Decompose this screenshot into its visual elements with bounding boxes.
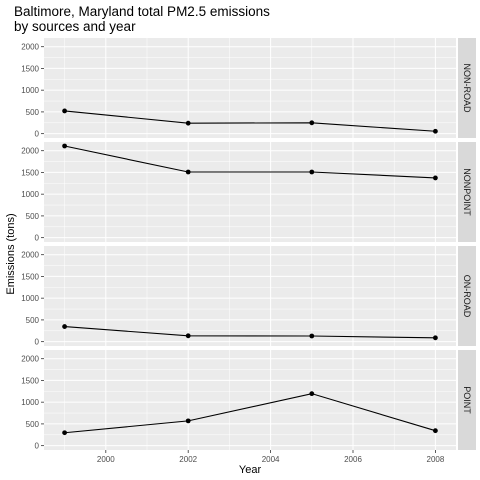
x-axis-label: Year <box>239 464 262 476</box>
y-tick-label: 0 <box>35 234 40 243</box>
data-point-point-2005 <box>309 391 315 397</box>
y-tick-label: 500 <box>26 212 40 221</box>
x-tick-label: 2006 <box>344 455 362 464</box>
y-tick-label: 1000 <box>21 86 39 95</box>
facet-panel-on-road: 0 500 1000 1500 2000 ON-ROAD <box>21 246 476 347</box>
y-tick-label: 0 <box>35 338 40 347</box>
facet-panel-point: 0 500 1000 1500 2000 POINT <box>21 350 476 451</box>
data-point-on-road-1999 <box>62 324 67 329</box>
y-tick-label: 1500 <box>21 272 39 281</box>
facet-strip-label: POINT <box>462 386 472 414</box>
data-point-on-road-2005 <box>309 333 315 339</box>
panel-background <box>44 350 456 450</box>
x-tick-label: 2008 <box>427 455 445 464</box>
data-point-nonpoint-2008 <box>433 175 438 181</box>
y-tick-label: 2000 <box>21 43 39 52</box>
data-point-point-2008 <box>433 428 438 434</box>
data-point-non-road-2005 <box>309 120 315 126</box>
series-line-point <box>64 393 436 434</box>
data-point-point-2002 <box>185 418 191 424</box>
facet-strip-label: NON-ROAD <box>462 64 472 113</box>
facet-strip <box>458 350 476 450</box>
data-point-nonpoint-1999 <box>62 143 67 149</box>
y-axis-label: Emissions (tons) <box>5 213 17 294</box>
facet-panels: 0 500 1000 1500 2000 NON-ROAD 0 500 1000 1500 2000… <box>21 38 476 451</box>
chart-title: Baltimore, Maryland total PM2.5 emission… <box>14 4 270 34</box>
facet-strip-label: NONPOINT <box>462 168 472 216</box>
series-line-on-road <box>64 326 436 339</box>
facet-strip <box>458 142 476 242</box>
y-tick-label: 0 <box>35 442 40 451</box>
y-tick-label: 1000 <box>21 190 39 199</box>
x-axis-ticks: 2000 2002 2004 2006 2008 <box>97 450 445 464</box>
series-line-nonpoint <box>64 145 436 179</box>
data-point-nonpoint-2002 <box>185 169 191 175</box>
y-tick-label: 500 <box>26 108 40 117</box>
y-tick-label: 2000 <box>21 147 39 156</box>
y-tick-label: 1000 <box>21 398 39 407</box>
facet-strip <box>458 38 476 138</box>
y-tick-label: 0 <box>35 130 40 139</box>
y-tick-label: 1500 <box>21 376 39 385</box>
y-tick-label: 2000 <box>21 251 39 260</box>
y-tick-label: 500 <box>26 316 40 325</box>
data-point-nonpoint-2005 <box>309 169 315 175</box>
facet-panel-non-road: 0 500 1000 1500 2000 NON-ROAD <box>21 38 476 139</box>
data-point-on-road-2002 <box>185 333 191 339</box>
y-tick-label: 1500 <box>21 168 39 177</box>
x-tick-label: 2002 <box>179 455 197 464</box>
y-tick-label: 1000 <box>21 294 39 303</box>
x-tick-label: 2000 <box>97 455 115 464</box>
data-point-non-road-1999 <box>62 108 67 114</box>
panel-background <box>44 142 456 242</box>
x-tick-label: 2004 <box>262 455 280 464</box>
facet-strip <box>458 246 476 346</box>
facet-panel-nonpoint: 0 500 1000 1500 2000 NONPOINT <box>21 142 476 243</box>
y-tick-label: 500 <box>26 420 40 429</box>
panel-background <box>44 246 456 346</box>
data-point-non-road-2002 <box>185 120 191 126</box>
y-tick-label: 1500 <box>21 64 39 73</box>
data-point-point-1999 <box>62 430 67 436</box>
data-point-on-road-2008 <box>433 335 438 341</box>
y-tick-label: 2000 <box>21 355 39 364</box>
data-point-non-road-2008 <box>433 128 438 134</box>
facet-strip-label: ON-ROAD <box>462 275 472 318</box>
panel-background <box>44 38 456 138</box>
series-line-non-road <box>64 110 436 132</box>
